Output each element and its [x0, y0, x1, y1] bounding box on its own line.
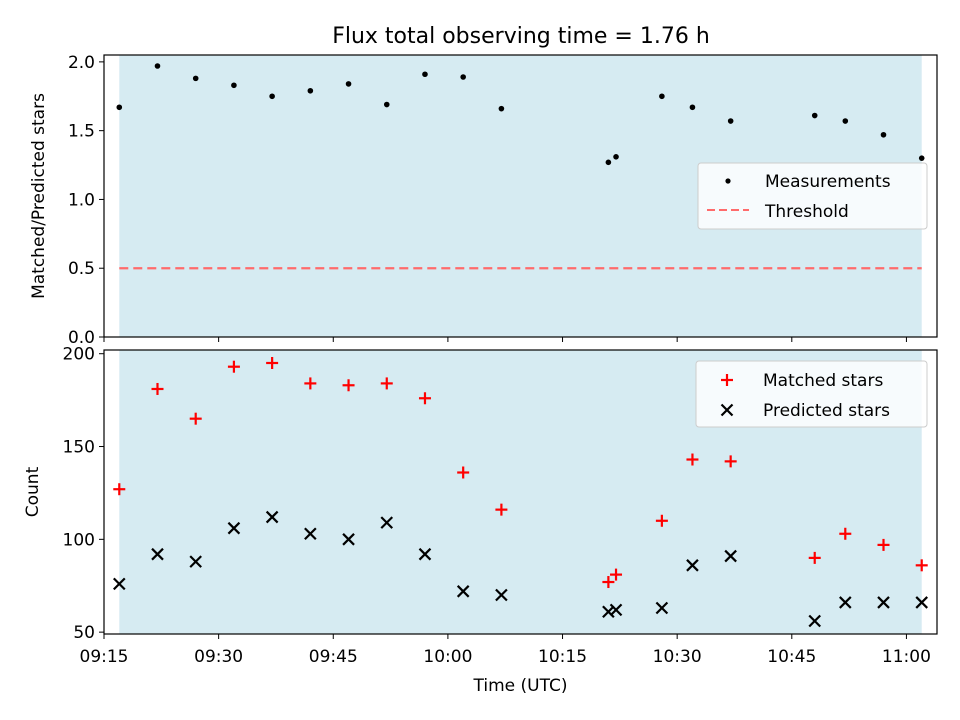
predicted-star-point: [839, 596, 852, 609]
legend-predicted-marker: [720, 403, 734, 417]
measurement-point: [659, 93, 665, 100]
legend-matched-symbol: [721, 374, 733, 386]
matched-star-point: [808, 551, 821, 564]
bottom-legend: Matched stars Predicted stars: [695, 360, 928, 428]
top-legend: Measurements Threshold: [697, 162, 928, 230]
matched-star-point: [418, 392, 431, 405]
predicted-star-point: [342, 533, 355, 546]
top-ytick-label: 1.0: [68, 190, 95, 210]
legend-threshold-label: Threshold: [764, 202, 849, 222]
matched-star-point: [839, 527, 852, 540]
matched-star-point: [495, 503, 508, 516]
bottom-ytick-label: 200: [63, 345, 95, 365]
xtick-label: 10:00: [423, 647, 472, 667]
legend-predicted-symbol: [720, 403, 734, 417]
measurement-point: [605, 159, 612, 166]
measurement-point: [383, 101, 390, 108]
measurement-point: [842, 118, 849, 124]
legend-measurements-marker: [725, 178, 731, 184]
matched-star-point: [602, 576, 615, 589]
predicted-star-point: [380, 516, 394, 529]
predicted-star-point: [265, 510, 279, 524]
predicted-star-point: [189, 555, 202, 568]
top-legend-box: [697, 162, 928, 230]
predicted-star-point: [418, 547, 432, 561]
predicted-star-point: [227, 521, 241, 535]
xtick-label: 09:30: [194, 647, 243, 667]
xtick-label: 09:15: [80, 647, 129, 667]
measurement-point: [422, 71, 428, 78]
matched-star-point: [457, 466, 470, 479]
predicted-star-point: [724, 549, 737, 563]
predicted-star-point: [915, 596, 928, 609]
predicted-star-point: [456, 585, 470, 598]
measurement-point: [460, 74, 466, 80]
legend-measurements-label: Measurements: [765, 172, 891, 192]
legend-matched-marker: [721, 374, 733, 386]
bottom-ytick-label: 150: [63, 438, 95, 458]
xtick-label: 10:30: [653, 647, 702, 667]
predicted-star-point: [655, 601, 669, 615]
matched-star-point: [151, 382, 164, 395]
xtick-label: 09:45: [309, 647, 358, 667]
matched-star-point: [655, 514, 668, 527]
legend-predicted-label: Predicted stars: [763, 401, 890, 421]
matched-star-point: [915, 559, 928, 572]
top-ytick-label: 2.0: [68, 53, 95, 73]
predicted-star-point: [609, 603, 623, 617]
matched-star-point: [724, 455, 737, 468]
bottom-y-axis-label: Count: [23, 466, 43, 517]
predicted-star-point: [686, 559, 699, 572]
matched-star-point: [266, 356, 279, 369]
top-ytick-label: 1.5: [68, 122, 95, 142]
matched-star-point: [877, 538, 890, 551]
chart-title: Flux total observing time = 1.76 h: [332, 24, 710, 49]
bottom-axes-frame: [103, 349, 938, 635]
top-panel: 0.00.51.01.52.0 Matched/Predicted stars …: [29, 53, 938, 348]
measurement-point: [613, 153, 619, 160]
measurement-point: [116, 104, 123, 111]
top-ytick-label: 0.0: [68, 328, 95, 348]
predicted-star-point: [113, 577, 126, 591]
measurement-point: [192, 75, 199, 82]
measurement-point: [154, 63, 161, 69]
measurement-point: [811, 112, 818, 119]
bottom-legend-box: [695, 360, 928, 428]
xtick-label: 10:45: [767, 647, 816, 667]
predicted-star-point: [495, 588, 508, 602]
measurement-point: [345, 81, 352, 87]
xtick-label: 10:15: [538, 647, 587, 667]
bottom-ytick-label: 50: [73, 623, 95, 643]
xtick-label: 11:00: [882, 647, 931, 667]
measurement-point: [231, 82, 237, 89]
predicted-star-point: [151, 547, 164, 561]
top-axes-frame: [103, 54, 938, 338]
matched-star-point: [304, 377, 317, 390]
matched-star-point: [113, 483, 126, 496]
measurement-point: [269, 93, 275, 100]
measurement-point: [307, 87, 314, 94]
predicted-star-point: [808, 614, 822, 628]
top-y-axis-label: Matched/Predicted stars: [29, 93, 49, 299]
measurement-point: [918, 155, 925, 161]
matched-star-point: [227, 360, 240, 373]
measurement-point: [880, 131, 887, 138]
bottom-ytick-label: 100: [63, 530, 95, 550]
legend-matched-label: Matched stars: [763, 371, 883, 391]
predicted-star-point: [877, 596, 890, 609]
predicted-star-point: [304, 527, 317, 541]
matched-star-point: [380, 377, 393, 390]
x-axis-label: Time (UTC): [473, 676, 568, 696]
measurement-point: [498, 105, 505, 112]
top-ytick-label: 0.5: [68, 259, 95, 279]
matched-star-point: [189, 412, 202, 425]
measurement-point: [689, 104, 696, 111]
bottom-panel: 50 100 150 200 09:15 09:30 09:45 10:00 10:15 10:…: [23, 345, 938, 696]
matched-star-point: [342, 379, 355, 392]
measurement-point: [727, 118, 734, 124]
matched-star-point: [686, 453, 699, 466]
matched-star-point: [610, 568, 623, 581]
